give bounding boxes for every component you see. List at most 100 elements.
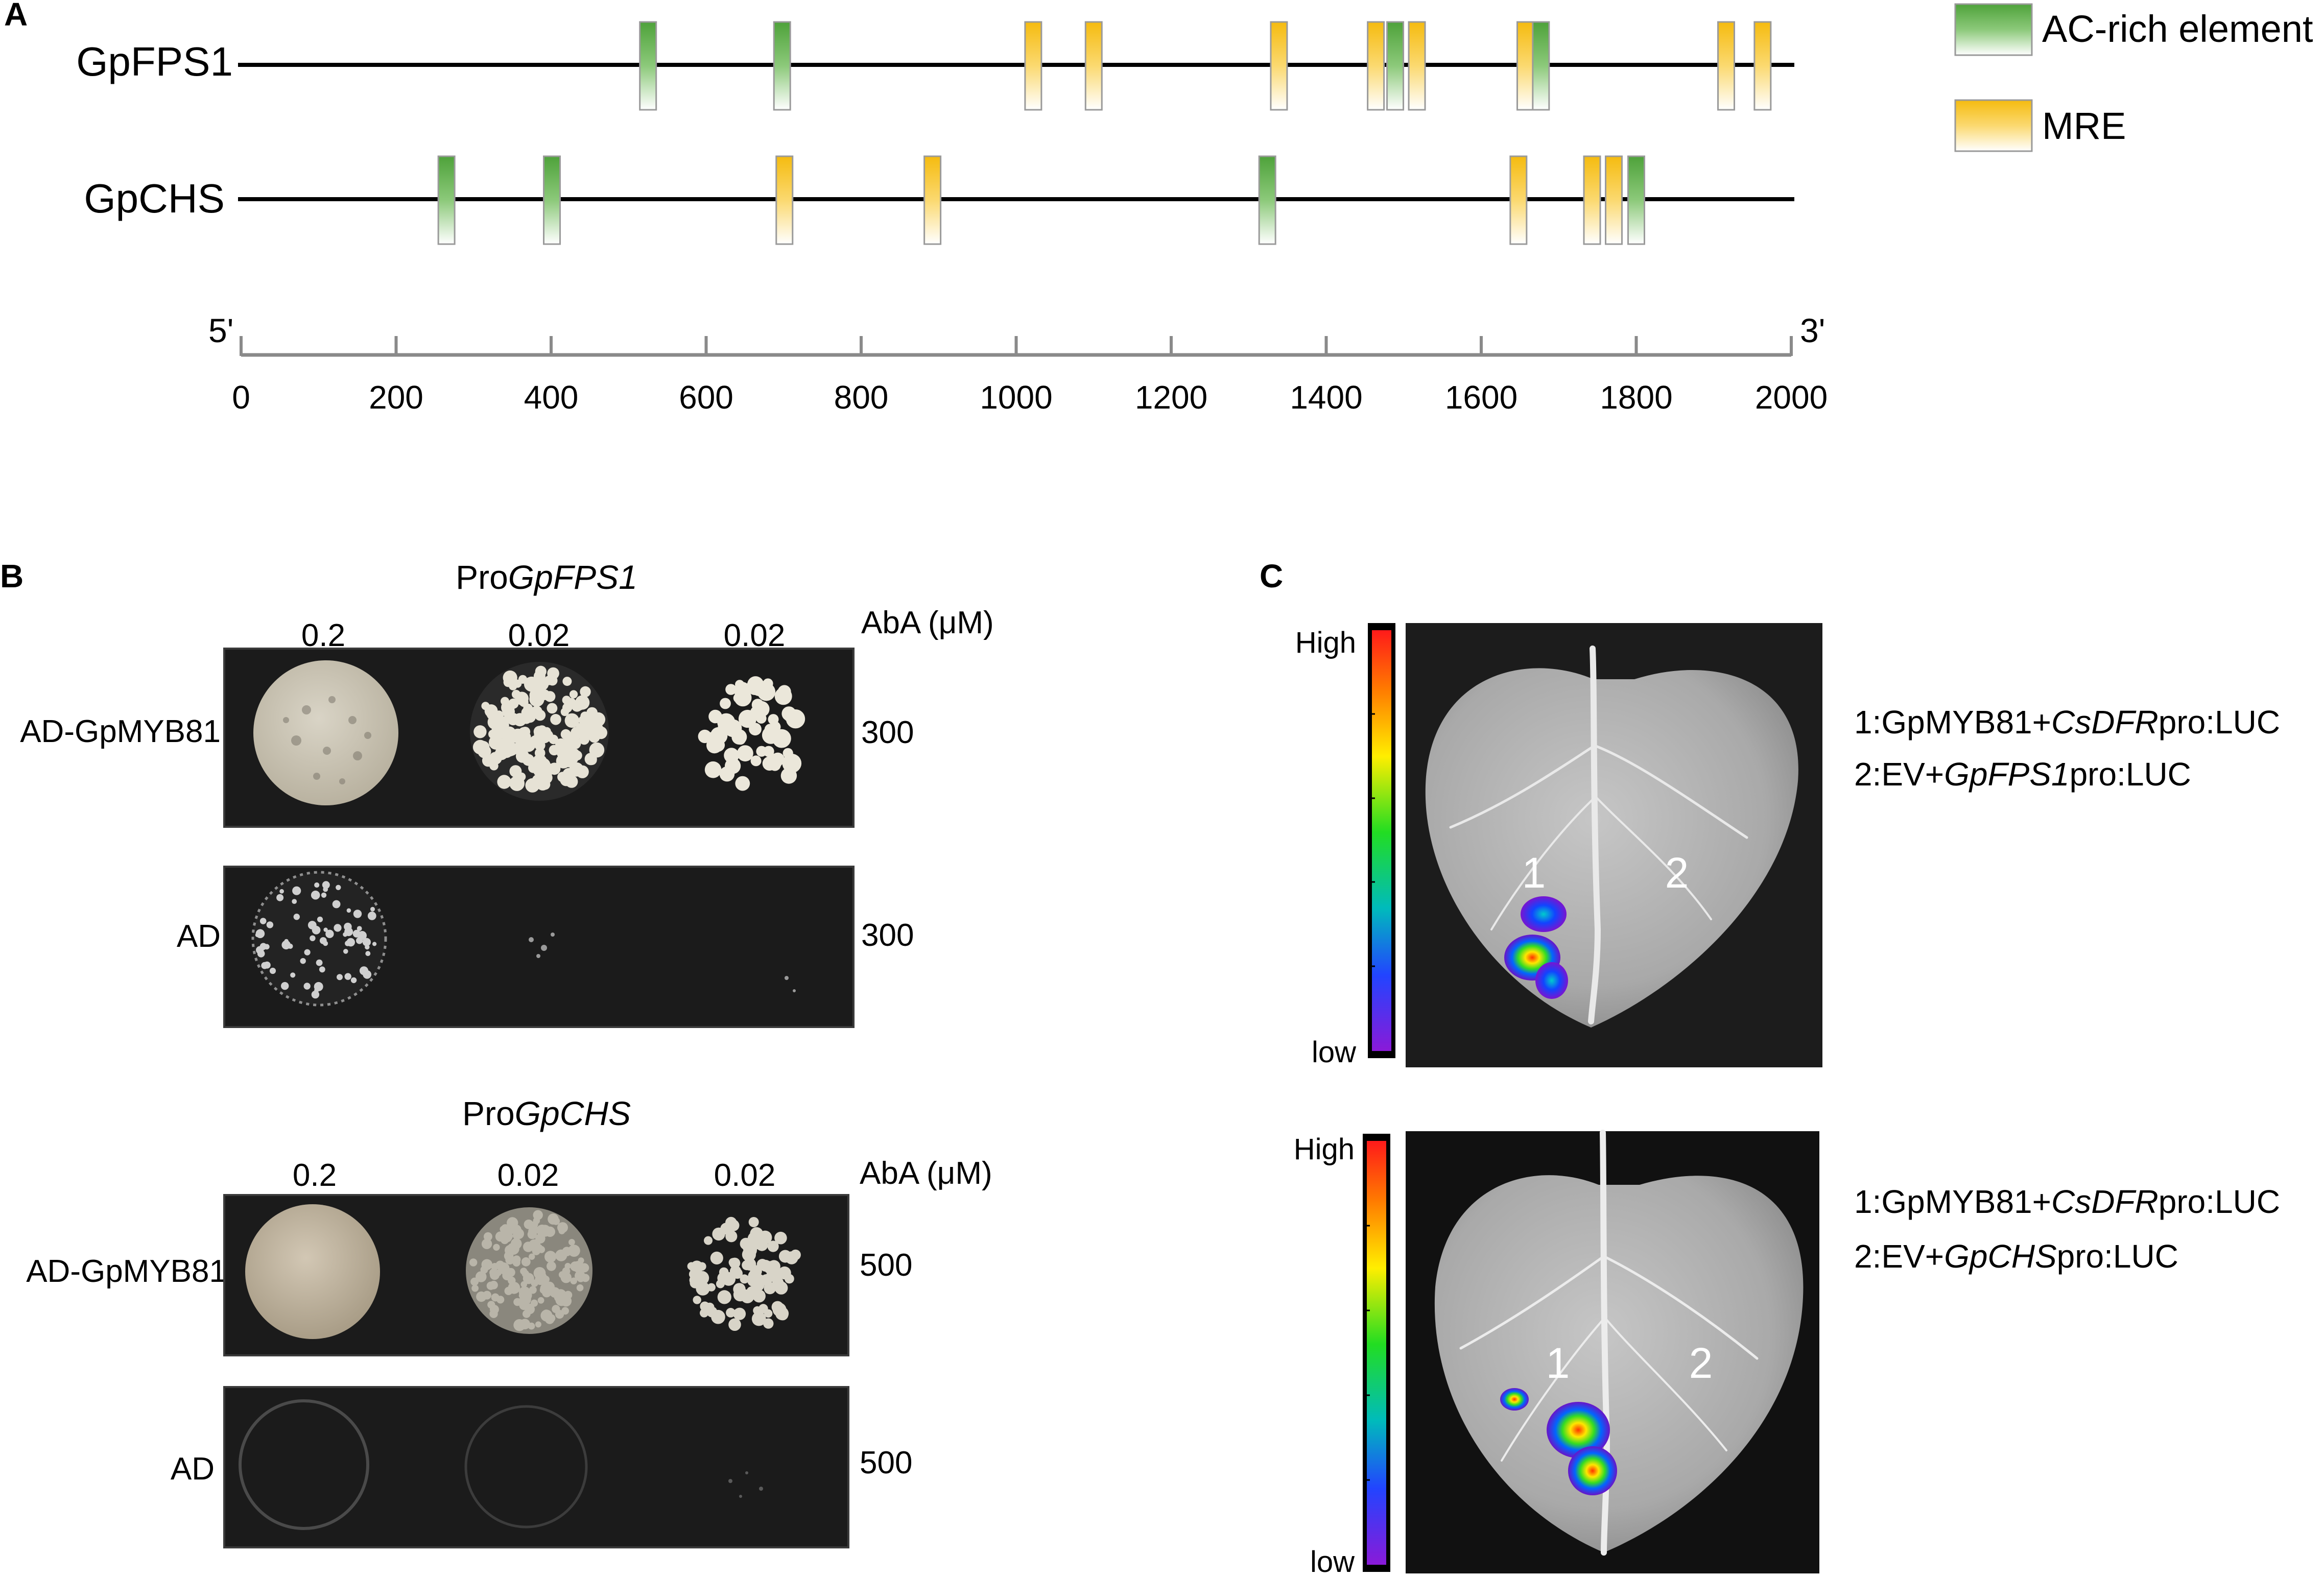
- yeast-colony: [751, 1311, 766, 1326]
- gene-row-gpchs: GpCHS: [84, 155, 1794, 245]
- yeast-colony: [316, 959, 323, 966]
- yeast-colony: [570, 1277, 577, 1284]
- yeast-colony: [716, 1279, 725, 1288]
- scale-low-label: low: [1312, 1036, 1357, 1069]
- yeast-colony: [501, 697, 509, 706]
- axis-tick-label: 1600: [1445, 379, 1517, 416]
- yeast-colony: [469, 1258, 478, 1267]
- yeast-colony: [322, 881, 330, 889]
- mre-element-gpfps1: [1408, 21, 1426, 111]
- yeast-colony: [323, 927, 328, 932]
- yeast-colony: [483, 1232, 492, 1241]
- ac-rich-element-gpchs: [543, 155, 561, 245]
- yeast-colony: [589, 742, 605, 758]
- yeast-colony: [696, 1281, 710, 1296]
- leaf: [1434, 1175, 1804, 1553]
- yeast-colony: [732, 1268, 743, 1279]
- yeast-colony: [704, 761, 722, 778]
- y1h-block-gpchs: ProGpCHS 0.2 0.02 0.02 AbA (μM) AD-GpMYB…: [26, 1094, 992, 1548]
- yeast-colony: [564, 1291, 573, 1299]
- infiltration-site-2: 2: [1665, 849, 1689, 897]
- yeast-colony: [704, 1236, 713, 1245]
- construct-legend-2: 2:EV+GpFPS1pro:LUC: [1854, 756, 2191, 793]
- yeast-colony: [547, 1254, 555, 1262]
- yeast-colony: [587, 755, 597, 766]
- dilution-label: 0.02: [724, 618, 786, 653]
- axis-tick-label: 1200: [1135, 379, 1207, 416]
- yeast-colony: [767, 1240, 779, 1252]
- colony-cluster: [469, 1210, 590, 1331]
- yeast-colony: [319, 966, 325, 973]
- yeast-colony: [529, 1253, 535, 1260]
- yeast-colony: [530, 692, 538, 701]
- yeast-colony: [495, 1260, 505, 1270]
- yeast-colony: [751, 699, 764, 711]
- axis-tick-label: 1400: [1290, 379, 1362, 416]
- yeast-colony: [735, 776, 750, 791]
- yeast-colony: [740, 1274, 749, 1284]
- yeast-colony: [758, 1304, 768, 1314]
- yeast-colony: [512, 1231, 521, 1240]
- yeast-colony: [534, 709, 546, 721]
- yeast-colony: [325, 929, 334, 938]
- yeast-colony: [750, 1265, 762, 1277]
- yeast-colony: [578, 1257, 584, 1264]
- yeast-colony: [255, 933, 259, 937]
- yeast-colony: [763, 1318, 774, 1329]
- yeast-colony: [755, 1238, 768, 1251]
- infiltration-site-2: 2: [1689, 1339, 1713, 1387]
- yeast-colony: [523, 703, 533, 713]
- yeast-colony: [487, 714, 503, 730]
- aba-concentration: 500: [860, 1445, 912, 1481]
- axis-ticks: 0 200 400 600 800 1000 1200 1400 1600 1800 2000: [232, 336, 1828, 416]
- yeast-colony: [743, 1243, 757, 1257]
- yeast-colony: [737, 745, 753, 761]
- dilution-label: 0.2: [301, 618, 345, 653]
- infiltration-site-1: 1: [1522, 849, 1546, 897]
- yeast-colony: [562, 677, 572, 686]
- ac-rich-element-gpchs: [1627, 155, 1645, 245]
- yeast-colony: [780, 768, 797, 784]
- luc-signal: [1547, 1402, 1610, 1458]
- dilution-label: 0.02: [508, 618, 570, 653]
- yeast-colony: [344, 922, 352, 931]
- yeast-colony: [314, 982, 323, 991]
- yeast-colony: [569, 762, 584, 777]
- yeast-colony: [535, 665, 547, 677]
- yeast-colony: [288, 943, 293, 949]
- yeast-colony: [491, 1293, 500, 1302]
- yeast-colony: [323, 941, 328, 946]
- aba-concentration: 300: [861, 918, 914, 953]
- yeast-colony: [726, 1308, 736, 1318]
- yeast-colony: [520, 1281, 527, 1288]
- colony-cluster: [255, 881, 377, 999]
- yeast-colony: [742, 1260, 752, 1271]
- yeast-colony: [303, 983, 311, 990]
- yeast-colony: [766, 753, 782, 770]
- yeast-colony: [311, 990, 320, 999]
- dilution-label: 0.2: [293, 1158, 337, 1193]
- yeast-colony: [581, 1274, 590, 1282]
- strain-label: AD-GpMYB81: [20, 714, 221, 749]
- luc-image-1: High low 1 2 1:GpMYB81+CsDFRpro:LUC 2:EV…: [1295, 623, 2280, 1069]
- yeast-colony: [536, 1224, 548, 1236]
- strain-label: AD: [171, 1451, 215, 1487]
- yeast-colony: [562, 696, 571, 705]
- yeast-colony: [489, 1268, 498, 1277]
- yeast-colony: [259, 943, 267, 950]
- mre-element-gpfps1: [1367, 21, 1385, 111]
- luc-signal: [1535, 962, 1568, 999]
- yeast-colony: [750, 1227, 764, 1240]
- yeast-colony: [770, 1271, 782, 1283]
- yeast-colony: [519, 1300, 529, 1310]
- yeast-colony: [535, 1321, 541, 1328]
- yeast-colony: [504, 1286, 513, 1295]
- yeast-colony: [547, 1261, 556, 1271]
- yeast-colony: [336, 885, 341, 891]
- yeast-colony: [321, 892, 327, 898]
- yeast-colony: [503, 670, 517, 685]
- yeast-colony: [733, 682, 751, 699]
- yeast-colony: [693, 1296, 701, 1304]
- yeast-colony: [568, 1239, 575, 1246]
- yeast-colony: [518, 1286, 531, 1298]
